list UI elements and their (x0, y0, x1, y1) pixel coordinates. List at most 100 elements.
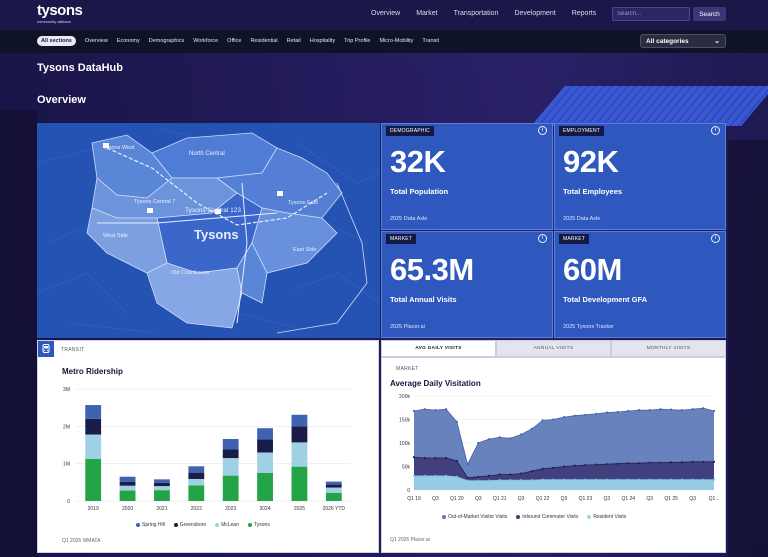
district-map[interactable]: Tysons West North Central Tysons Central… (37, 123, 380, 338)
info-icon[interactable]: i (538, 126, 547, 135)
data-point (477, 479, 480, 482)
section-office[interactable]: Office (227, 38, 242, 44)
section-residential[interactable]: Residential (250, 38, 278, 44)
district-map-svg (37, 123, 380, 338)
data-point (530, 470, 533, 473)
info-icon[interactable]: i (538, 234, 547, 243)
data-point (627, 409, 630, 413)
bar-segment (257, 452, 273, 473)
data-point (455, 459, 458, 462)
category-select-value: All categories (646, 38, 689, 45)
tab-monthly-visits[interactable]: MONTHLY VISITS (611, 340, 726, 357)
stat-card-annual-visits[interactable]: MARKET i 65.3M Total Annual Visits 2025 … (381, 231, 553, 338)
search-input[interactable] (612, 7, 690, 21)
card-label: Total Annual Visits (390, 295, 457, 304)
data-point (680, 461, 683, 464)
bar-segment (154, 486, 170, 491)
data-point (616, 410, 619, 414)
nav-development[interactable]: Development (514, 10, 556, 17)
x-tick-label: Q1 22 (536, 496, 550, 502)
section-economy[interactable]: Economy (116, 38, 140, 44)
data-point (616, 462, 619, 465)
y-tick-label: 3M (63, 387, 70, 393)
data-point (648, 461, 651, 464)
data-point (670, 478, 673, 481)
section-hospitality[interactable]: Hospitality (309, 38, 336, 44)
background-building (0, 110, 37, 557)
data-point (562, 478, 566, 481)
bar-segment (291, 442, 308, 467)
bar-segment (325, 481, 342, 485)
tab-avg-daily-visits[interactable]: AVG DAILY VISITS (381, 340, 496, 357)
stat-card-employees[interactable]: EMPLOYMENT i 92K Total Employees 2025 Da… (554, 123, 726, 230)
bar-segment (291, 414, 308, 427)
data-point (680, 478, 683, 481)
data-point (509, 479, 512, 482)
section-all[interactable]: All sections (37, 36, 76, 46)
x-tick-label: Q3 (604, 496, 611, 502)
map-label-west-side: West Side (103, 233, 128, 239)
legend-swatch (516, 515, 521, 519)
section-overview[interactable]: Overview (84, 38, 108, 44)
section-workforce[interactable]: Workforce (193, 38, 219, 44)
panel-source: Q1 2026 Placer.ai (390, 537, 430, 543)
section-micro-mobility[interactable]: Micro-Mobility (379, 38, 414, 44)
panel-tag: TRANSIT (61, 347, 85, 353)
x-tick-label: 2022 (191, 506, 202, 512)
nav-reports[interactable]: Reports (571, 10, 597, 17)
y-tick-label: 1M (63, 462, 70, 468)
panel-title: Average Daily Visitation (390, 379, 481, 388)
data-point (605, 411, 608, 414)
bar-segment (85, 458, 102, 501)
data-point (562, 416, 566, 419)
stat-card-population[interactable]: DEMOGRAPHIC i 32K Total Population 2025 … (381, 123, 553, 230)
category-select[interactable]: All categories ⌄ (640, 34, 726, 48)
bar-segment (85, 434, 102, 459)
y-tick-label: 150k (399, 418, 410, 424)
data-point (616, 478, 619, 481)
logo[interactable]: tysons community alliance (37, 3, 83, 24)
section-transit[interactable]: Transit (422, 38, 440, 44)
x-tick-label: Q3 (561, 496, 568, 502)
data-point (541, 419, 544, 422)
data-point (584, 464, 587, 467)
data-point (605, 478, 608, 481)
nav-overview[interactable]: Overview (371, 10, 401, 17)
ridership-legend: Spring Hill Greensboro McLean Tysons (136, 522, 279, 528)
data-point (627, 462, 630, 465)
data-point (702, 407, 705, 410)
data-point (498, 436, 501, 439)
data-point (423, 408, 426, 411)
map-label-tysons: Tysons (194, 227, 239, 242)
legend-swatch (136, 523, 140, 527)
nav-market[interactable]: Market (416, 10, 438, 17)
map-label-north-central: North Central (189, 151, 225, 157)
bar-segment (222, 449, 239, 459)
data-point (509, 437, 512, 440)
nav-transportation[interactable]: Transportation (453, 10, 499, 17)
bar-segment (222, 439, 239, 450)
tab-annual-visits[interactable]: ANNUAL VISITS (496, 340, 611, 357)
section-trip-profile[interactable]: Trip Profile (344, 38, 371, 44)
data-point (573, 478, 576, 481)
data-point (552, 418, 555, 421)
panel-source: Q1 2026 WMATA (62, 538, 101, 544)
bar-segment (85, 418, 102, 435)
section-retail[interactable]: Retail (286, 38, 301, 44)
search-button[interactable]: Search (693, 7, 726, 21)
x-tick-label: 2021 (156, 506, 167, 512)
area-series (414, 475, 714, 490)
stat-card-development-gfa[interactable]: MARKET i 60M Total Development GFA 2025 … (554, 231, 726, 338)
data-point (605, 463, 608, 466)
data-point (412, 409, 416, 413)
info-icon[interactable]: i (711, 234, 720, 243)
x-tick-label: Q3 (518, 496, 525, 502)
data-point (680, 409, 683, 412)
map-label-tysons-east: Tysons East (288, 200, 318, 206)
card-tag: MARKET (386, 234, 417, 244)
bar-segment (257, 428, 273, 440)
bar-segment (291, 466, 308, 501)
section-demographics[interactable]: Demographics (148, 38, 185, 44)
bar-segment (257, 439, 273, 453)
info-icon[interactable]: i (711, 126, 720, 135)
